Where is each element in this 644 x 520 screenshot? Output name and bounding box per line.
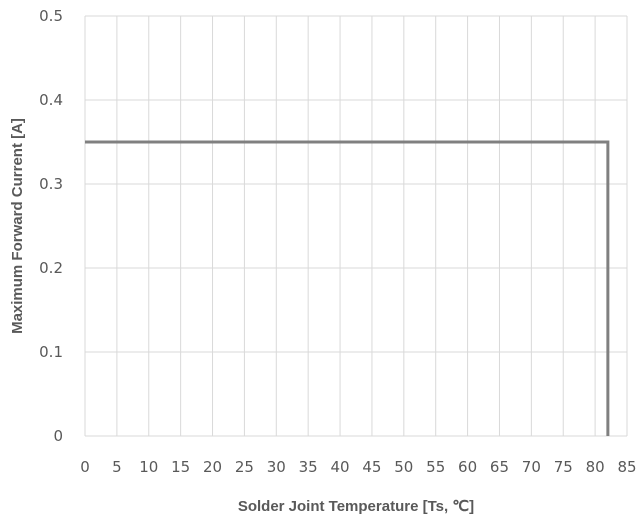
x-tick-label: 40 xyxy=(331,458,350,476)
y-tick-label: 0.4 xyxy=(39,91,63,109)
y-tick-label: 0.3 xyxy=(39,175,63,193)
x-tick-label: 65 xyxy=(490,458,509,476)
x-tick-label: 20 xyxy=(203,458,222,476)
y-tick-label: 0 xyxy=(53,427,63,445)
x-tick-label: 50 xyxy=(394,458,413,476)
x-tick-label: 35 xyxy=(299,458,318,476)
x-tick-label: 0 xyxy=(80,458,90,476)
y-tick-label: 0.5 xyxy=(39,7,63,25)
y-tick-labels: 0 0.1 0.2 0.3 0.4 0.5 xyxy=(39,7,63,445)
x-tick-label: 15 xyxy=(171,458,190,476)
x-axis-title: Solder Joint Temperature [Ts, ℃] xyxy=(238,498,474,515)
x-tick-label: 5 xyxy=(112,458,122,476)
x-tick-labels: 0 5 10 15 20 25 30 35 40 45 50 55 60 65 70 75 80 85 xyxy=(80,458,636,476)
x-tick-label: 85 xyxy=(617,458,636,476)
x-tick-label: 30 xyxy=(267,458,286,476)
y-axis-title: Maximum Forward Current [A] xyxy=(9,118,26,334)
x-tick-label: 80 xyxy=(586,458,605,476)
x-tick-label: 70 xyxy=(522,458,541,476)
series-line-0 xyxy=(85,140,610,436)
y-tick-label: 0.2 xyxy=(39,259,63,277)
x-tick-label: 60 xyxy=(458,458,477,476)
grid xyxy=(84,15,628,437)
series-layer xyxy=(85,140,610,436)
y-tick-label: 0.1 xyxy=(39,343,63,361)
x-tick-label: 45 xyxy=(362,458,381,476)
x-tick-label: 55 xyxy=(426,458,445,476)
x-tick-label: 75 xyxy=(554,458,573,476)
x-tick-label: 10 xyxy=(139,458,158,476)
x-tick-label: 25 xyxy=(235,458,254,476)
